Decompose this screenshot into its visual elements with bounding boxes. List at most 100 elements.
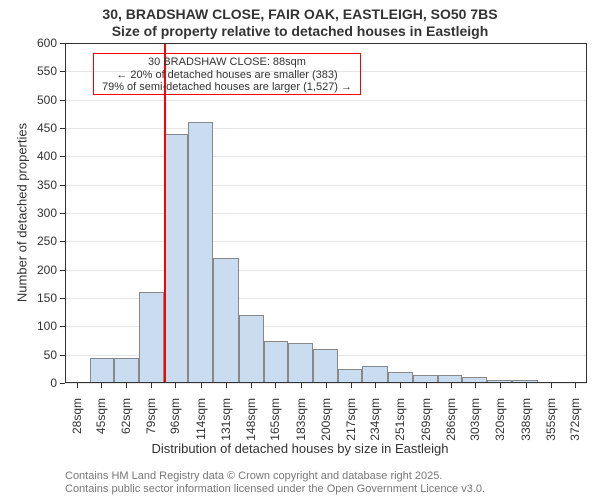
y-tick-label: 350 xyxy=(0,178,57,192)
x-tick-label: 114sqm xyxy=(194,398,208,448)
footer-text: Contains HM Land Registry data © Crown c… xyxy=(65,470,485,495)
annotation-line2: ← 20% of detached houses are smaller (38… xyxy=(98,69,356,82)
x-tick-mark xyxy=(201,383,202,388)
x-tick-mark xyxy=(551,383,552,388)
histogram-bar xyxy=(164,134,189,383)
y-tick-mark xyxy=(60,355,65,356)
gridline xyxy=(65,100,587,101)
x-tick-mark xyxy=(475,383,476,388)
chart-title-line1: 30, BRADSHAW CLOSE, FAIR OAK, EASTLEIGH,… xyxy=(0,6,600,22)
x-tick-label: 355sqm xyxy=(544,398,558,448)
histogram-bar xyxy=(90,358,115,384)
footer-line2: Contains public sector information licen… xyxy=(65,483,485,496)
gridline xyxy=(65,43,587,44)
histogram-bar xyxy=(413,375,438,384)
annotation-line1: 30 BRADSHAW CLOSE: 88sqm xyxy=(98,56,356,69)
x-tick-label: 131sqm xyxy=(219,398,233,448)
histogram-bar xyxy=(388,372,413,383)
x-tick-label: 165sqm xyxy=(268,398,282,448)
x-tick-mark xyxy=(426,383,427,388)
y-tick-mark xyxy=(60,326,65,327)
histogram-bar xyxy=(114,358,139,384)
y-tick-mark xyxy=(60,100,65,101)
y-tick-label: 0 xyxy=(0,376,57,390)
gridline xyxy=(65,128,587,129)
x-tick-label: 251sqm xyxy=(393,398,407,448)
gridline xyxy=(65,241,587,242)
x-tick-mark xyxy=(77,383,78,388)
chart-title-line2: Size of property relative to detached ho… xyxy=(0,23,600,39)
x-tick-label: 183sqm xyxy=(294,398,308,448)
gridline xyxy=(65,213,587,214)
histogram-bar xyxy=(213,258,239,383)
annotation-line3: 79% of semi-detached houses are larger (… xyxy=(98,81,356,94)
x-tick-mark xyxy=(175,383,176,388)
y-tick-label: 150 xyxy=(0,291,57,305)
y-tick-label: 450 xyxy=(0,121,57,135)
histogram-bar xyxy=(188,122,213,383)
x-tick-mark xyxy=(351,383,352,388)
x-tick-label: 217sqm xyxy=(344,398,358,448)
x-tick-mark xyxy=(400,383,401,388)
gridline xyxy=(65,185,587,186)
y-tick-mark xyxy=(60,213,65,214)
x-tick-mark xyxy=(500,383,501,388)
y-tick-label: 50 xyxy=(0,348,57,362)
x-tick-label: 320sqm xyxy=(493,398,507,448)
y-tick-mark xyxy=(60,270,65,271)
x-tick-mark xyxy=(575,383,576,388)
x-tick-mark xyxy=(251,383,252,388)
gridline xyxy=(65,156,587,157)
x-tick-mark xyxy=(526,383,527,388)
x-tick-label: 286sqm xyxy=(444,398,458,448)
histogram-bar xyxy=(139,292,164,383)
histogram-bar xyxy=(338,369,363,383)
y-tick-label: 100 xyxy=(0,319,57,333)
y-tick-mark xyxy=(60,128,65,129)
x-tick-label: 28sqm xyxy=(70,398,84,448)
x-tick-label: 338sqm xyxy=(519,398,533,448)
y-tick-label: 300 xyxy=(0,206,57,220)
x-tick-mark xyxy=(226,383,227,388)
y-tick-label: 200 xyxy=(0,263,57,277)
x-tick-label: 200sqm xyxy=(319,398,333,448)
histogram-bar xyxy=(264,341,289,384)
x-tick-mark xyxy=(375,383,376,388)
histogram-bar xyxy=(512,380,538,383)
y-tick-mark xyxy=(60,185,65,186)
x-tick-label: 372sqm xyxy=(568,398,582,448)
x-tick-mark xyxy=(101,383,102,388)
x-tick-mark xyxy=(275,383,276,388)
x-tick-mark xyxy=(126,383,127,388)
histogram-bar xyxy=(239,315,264,383)
y-tick-mark xyxy=(60,241,65,242)
histogram-bar xyxy=(313,349,338,383)
y-tick-label: 250 xyxy=(0,234,57,248)
y-tick-label: 550 xyxy=(0,64,57,78)
y-tick-label: 500 xyxy=(0,93,57,107)
x-tick-mark xyxy=(151,383,152,388)
x-tick-label: 45sqm xyxy=(94,398,108,448)
histogram-bar xyxy=(438,375,463,384)
histogram-bar xyxy=(362,366,388,383)
chart-root: 30, BRADSHAW CLOSE, FAIR OAK, EASTLEIGH,… xyxy=(0,0,600,500)
y-tick-label: 600 xyxy=(0,36,57,50)
y-tick-mark xyxy=(60,43,65,44)
x-tick-label: 148sqm xyxy=(244,398,258,448)
annotation-box: 30 BRADSHAW CLOSE: 88sqm ← 20% of detach… xyxy=(93,53,361,95)
y-tick-label: 400 xyxy=(0,149,57,163)
x-tick-mark xyxy=(326,383,327,388)
y-tick-mark xyxy=(60,71,65,72)
x-tick-label: 96sqm xyxy=(168,398,182,448)
gridline xyxy=(65,270,587,271)
histogram-bar xyxy=(288,343,313,383)
x-tick-label: 62sqm xyxy=(119,398,133,448)
x-tick-mark xyxy=(451,383,452,388)
x-tick-label: 269sqm xyxy=(419,398,433,448)
x-tick-label: 303sqm xyxy=(468,398,482,448)
y-tick-mark xyxy=(60,156,65,157)
x-tick-mark xyxy=(301,383,302,388)
x-tick-label: 234sqm xyxy=(368,398,382,448)
footer-line1: Contains HM Land Registry data © Crown c… xyxy=(65,470,485,483)
y-tick-mark xyxy=(60,383,65,384)
